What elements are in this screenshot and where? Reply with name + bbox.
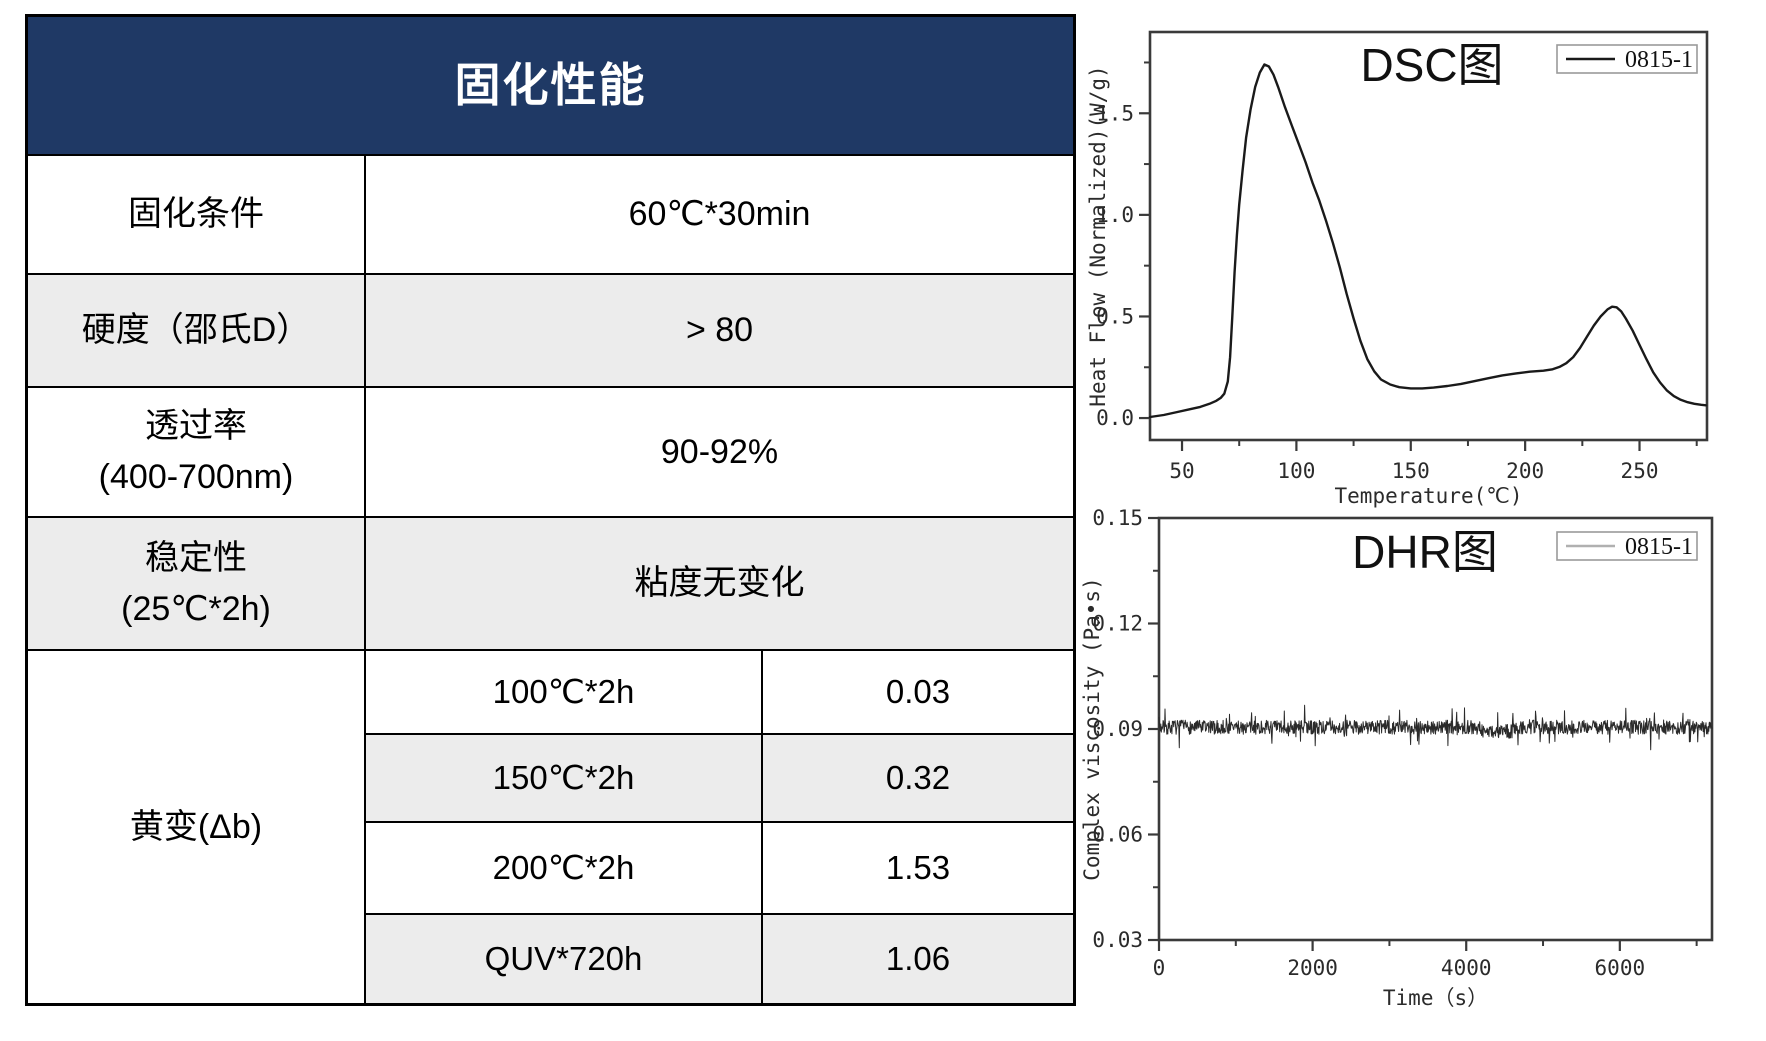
yellowing-condition-100c: 100℃*2h [366,651,763,735]
row-label-transmittance: 透过率 (400-700nm) [28,388,366,518]
svg-text:0.0: 0.0 [1096,406,1134,430]
row-label-curing-condition: 固化条件 [28,156,366,275]
yellowing-condition-quv: QUV*720h [366,915,763,1003]
svg-text:0815-1: 0815-1 [1625,534,1693,560]
svg-text:Temperature(℃): Temperature(℃) [1335,484,1523,508]
svg-text:100: 100 [1277,459,1315,483]
svg-text:0.12: 0.12 [1092,612,1143,636]
svg-text:Complex viscosity (Pa•s): Complex viscosity (Pa•s) [1080,577,1104,880]
svg-text:200: 200 [1506,459,1544,483]
svg-text:DSC图: DSC图 [1360,39,1503,91]
svg-text:150: 150 [1392,459,1430,483]
svg-text:1.0: 1.0 [1096,203,1134,227]
svg-text:2000: 2000 [1287,956,1338,980]
yellowing-condition-150c: 150℃*2h [366,735,763,823]
svg-text:Time（s）: Time（s） [1383,986,1488,1010]
svg-text:50: 50 [1169,459,1194,483]
row-value-curing-condition: 60℃*30min [366,156,1073,275]
yellowing-value-100c: 0.03 [763,651,1073,735]
svg-text:4000: 4000 [1441,956,1492,980]
svg-text:0.03: 0.03 [1092,928,1143,952]
yellowing-condition-200c: 200℃*2h [366,823,763,915]
dsc-chart: 50 100 150 200 250 0.0 0.5 1.0 1.5 Temperature(℃)… [1086,30,1709,508]
svg-text:0.09: 0.09 [1092,717,1143,741]
yellowing-value-200c: 1.53 [763,823,1073,915]
svg-text:0.15: 0.15 [1092,506,1143,530]
yellowing-value-quv: 1.06 [763,915,1073,1003]
row-value-stability: 粘度无变化 [366,518,1073,651]
curing-performance-table: 固化性能 固化条件 60℃*30min 硬度（邵氏D） > 80 透过率 (40… [25,14,1076,1006]
row-label-stability: 稳定性 (25℃*2h) [28,518,366,651]
row-value-transmittance: 90-92% [366,388,1073,518]
svg-text:6000: 6000 [1595,956,1646,980]
row-label-yellowing: 黄变(Δb) [28,651,366,1003]
yellowing-value-150c: 0.32 [763,735,1073,823]
svg-text:Heat Flow (Normalized)(W/g): Heat Flow (Normalized)(W/g) [1086,65,1110,406]
table-title: 固化性能 [28,17,1073,156]
svg-text:0.5: 0.5 [1096,304,1134,328]
svg-text:0815-1: 0815-1 [1625,47,1693,73]
svg-text:0.06: 0.06 [1092,823,1143,847]
svg-text:DHR图: DHR图 [1352,526,1498,578]
svg-text:1.5: 1.5 [1096,101,1134,125]
svg-text:250: 250 [1621,459,1659,483]
svg-text:0: 0 [1153,956,1166,980]
dhr-chart: 0 2000 4000 6000 0.03 0.06 0.09 0.12 0.15 Time（s）… [1080,506,1714,1010]
row-label-hardness: 硬度（邵氏D） [28,275,366,388]
row-value-hardness: > 80 [366,275,1073,388]
